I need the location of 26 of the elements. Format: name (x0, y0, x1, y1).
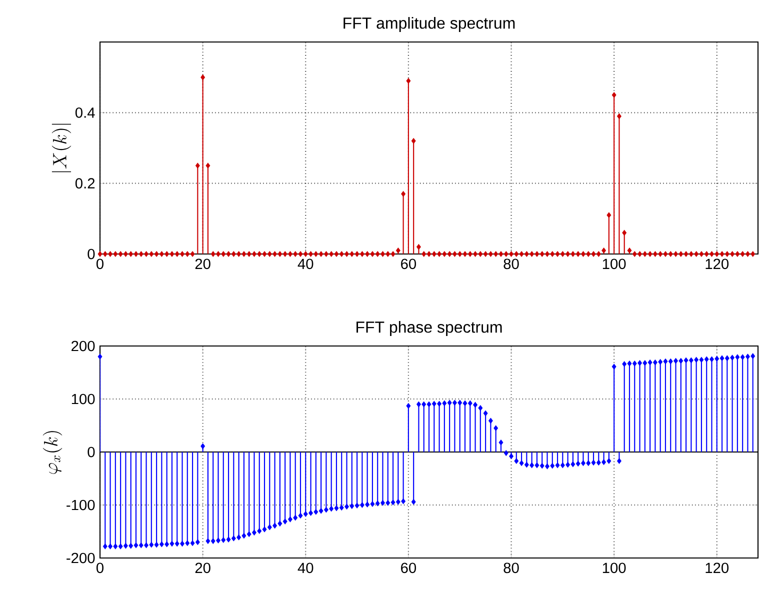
x-tick-label: 40 (298, 562, 314, 574)
x-tick-label: 0 (96, 258, 104, 270)
chart-title: FFT phase spectrum (356, 321, 502, 336)
x-tick-label: 20 (195, 562, 210, 574)
x-tick-label: 80 (504, 258, 519, 270)
y-tick-label: 0.4 (75, 107, 95, 118)
y-tick-label: -100 (66, 500, 95, 510)
x-tick-label: 40 (298, 258, 314, 270)
y-tick-label: 0.2 (75, 178, 95, 189)
x-tick-label: 20 (195, 258, 210, 270)
y-tick-label: 200 (72, 340, 95, 352)
y-tick-label: 0 (88, 248, 95, 260)
chart-title: FFT amplitude spectrum (344, 17, 515, 32)
x-tick-label: 100 (602, 562, 626, 574)
y-tick-label: 0 (88, 446, 95, 458)
x-tick-label: 60 (401, 258, 416, 270)
x-tick-label: 120 (706, 258, 729, 270)
y-tick-label: 100 (72, 394, 95, 404)
x-tick-label: 120 (706, 562, 729, 574)
x-tick-label: 80 (504, 562, 519, 574)
x-tick-label: 0 (96, 562, 104, 574)
x-tick-label: 60 (401, 562, 416, 574)
y-axis-title: $\varphi_x(k)$ (42, 431, 62, 474)
y-tick-label: -200 (66, 552, 95, 564)
y-axis-title: $\left|X(k)\right|$ (52, 124, 72, 172)
x-tick-label: 100 (602, 258, 626, 270)
